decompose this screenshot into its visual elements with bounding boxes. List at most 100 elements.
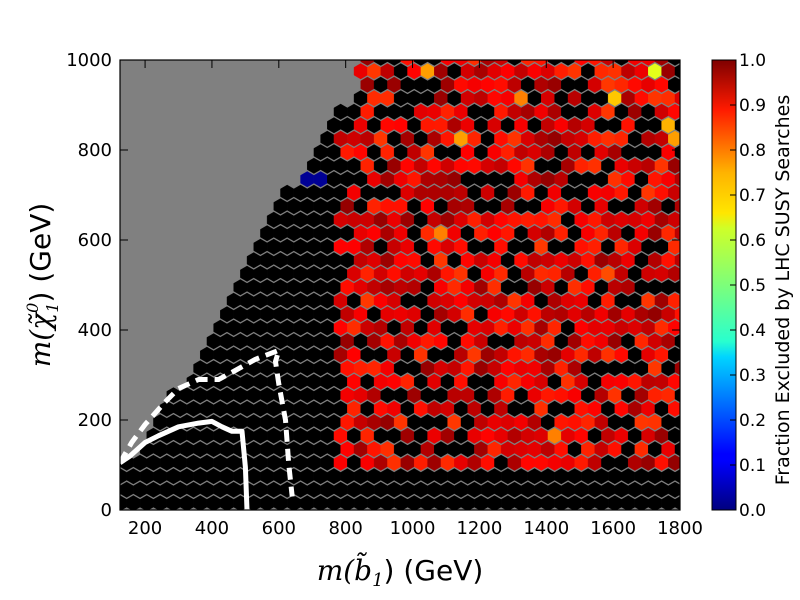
hex-cell (668, 427, 680, 444)
hex-cell (674, 388, 680, 403)
x-tick-label: 200 (128, 518, 162, 539)
hex-cell (668, 211, 680, 228)
plot-frame (119, 59, 681, 511)
colorbar-tick-label: 0.2 (739, 411, 766, 431)
hex-cell (674, 307, 680, 322)
hex-cell (367, 37, 380, 52)
hex-cell (408, 37, 421, 52)
x-tick-label: 1800 (657, 518, 703, 539)
hex-cell (467, 60, 482, 66)
hex-cell (400, 60, 415, 66)
hex-cell (682, 401, 695, 416)
hex-cell (480, 60, 495, 66)
hex-cell (682, 77, 695, 92)
hex-cell (662, 37, 675, 52)
hex-cell (674, 334, 680, 349)
hex-cell (440, 60, 455, 66)
hex-cell (555, 37, 568, 52)
x-tick-label: 400 (195, 518, 229, 539)
hex-cell (682, 131, 695, 146)
y-axis-title: m(χ̃01) (GeV) (23, 203, 62, 368)
hex-cell (682, 266, 695, 281)
hex-cell (668, 319, 680, 336)
colorbar-tick-label: 0.3 (739, 366, 766, 386)
hex-cell (668, 130, 680, 147)
hex-cell (547, 60, 562, 66)
hex-cell (682, 212, 695, 227)
hex-cell (373, 60, 388, 66)
hex-cell (674, 442, 680, 457)
x-tick-label: 1400 (523, 518, 569, 539)
hex-cell (668, 400, 680, 417)
hex-cell (434, 37, 447, 52)
y-tick-label: 1000 (66, 50, 112, 71)
hex-cell (668, 76, 680, 93)
hex-cell (528, 37, 541, 52)
hex-cell (668, 157, 680, 174)
hex-cell (394, 37, 407, 52)
hex-cell (621, 37, 634, 52)
colorbar-title: Fraction Excluded by LHC SUSY Searches (772, 95, 794, 485)
hex-cell (608, 37, 621, 52)
colorbar-tick-label: 0.8 (739, 141, 766, 161)
y-tick-label: 600 (78, 230, 112, 251)
x-axis-title: m(b̃1) (GeV) (317, 552, 484, 591)
hex-cell (674, 496, 680, 510)
hex-cell (520, 60, 535, 66)
hex-cell (675, 37, 688, 52)
hex-cell (674, 280, 680, 295)
hex-cell (541, 37, 554, 52)
hex-cell (682, 482, 695, 497)
hex-cell (414, 60, 428, 66)
x-axis: 200 400 600 800 1000 1200 1400 1600 1800 (128, 60, 703, 539)
hex-cell (501, 37, 514, 52)
hex-cell (534, 60, 549, 66)
solid-exclusion-curve (120, 418, 250, 510)
hex-cell (494, 60, 509, 66)
hex-cell (668, 60, 680, 66)
hex-cell (668, 373, 680, 390)
hex-cell (474, 37, 487, 52)
hex-cell (674, 199, 680, 214)
colorbar-tick-label: 0.0 (739, 501, 766, 521)
y-tick-label: 800 (78, 140, 112, 161)
hex-cell (674, 172, 680, 187)
hex-cell (682, 455, 695, 470)
hex-cell (601, 60, 616, 66)
hex-cell (668, 292, 680, 309)
hex-cell (682, 347, 695, 362)
hex-cell (668, 454, 680, 471)
hex-cell (668, 265, 680, 282)
hex-cell (668, 238, 680, 255)
hex-cell (387, 60, 402, 66)
colorbar-tick-label: 0.4 (739, 321, 766, 341)
hex-cell (682, 158, 695, 173)
hex-cell (454, 60, 468, 66)
colorbar-tick-label: 0.5 (739, 276, 766, 296)
hex-cell (682, 293, 695, 308)
hex-cell (674, 91, 680, 106)
colorbar-tick-label: 0.9 (739, 96, 766, 116)
hex-cell (674, 415, 680, 430)
hex-cell (668, 481, 680, 498)
hex-cell (448, 37, 461, 52)
hex-cell (682, 104, 695, 119)
hex-cell (674, 145, 680, 160)
hex-cell (674, 469, 680, 484)
dashed-exclusion-curve (120, 347, 295, 497)
x-tick-label: 1200 (456, 518, 502, 539)
colorbar-tick-label: 0.1 (739, 456, 766, 476)
y-tick-label: 400 (78, 320, 112, 341)
hex-cell (595, 37, 608, 52)
hex-cell (682, 374, 695, 389)
hex-cell (574, 60, 589, 66)
hex-cell (614, 60, 629, 66)
colorbar-tick-label: 0.6 (739, 231, 766, 251)
hex-cell (668, 346, 680, 363)
hex-cell (682, 320, 695, 335)
hex-cell (674, 118, 680, 133)
hex-cell (461, 37, 474, 52)
hex-cell (100, 469, 113, 484)
y-tick-label: 200 (78, 410, 112, 431)
